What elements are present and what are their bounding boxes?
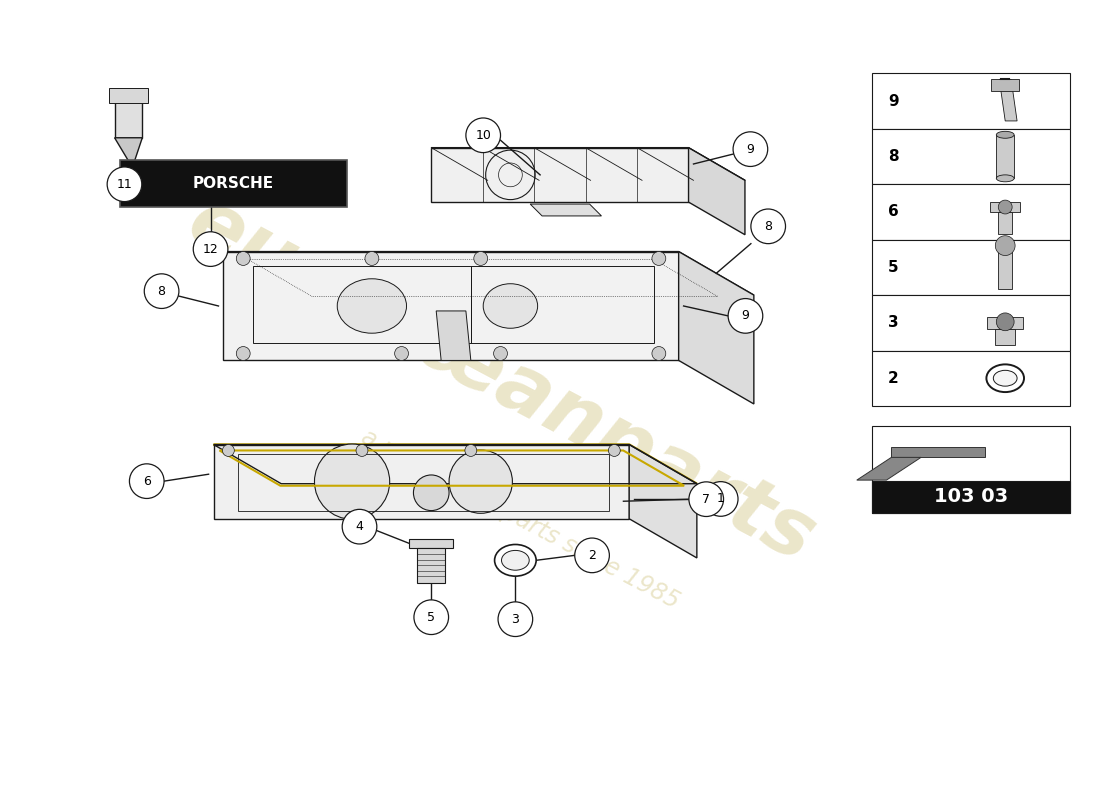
Text: 103 03: 103 03 bbox=[934, 487, 1008, 506]
Ellipse shape bbox=[997, 175, 1014, 182]
Text: 1: 1 bbox=[717, 493, 725, 506]
Polygon shape bbox=[689, 148, 745, 234]
Circle shape bbox=[414, 600, 449, 634]
Text: 4: 4 bbox=[355, 520, 363, 533]
Polygon shape bbox=[988, 317, 1023, 329]
Polygon shape bbox=[431, 148, 689, 202]
Circle shape bbox=[222, 445, 234, 457]
FancyBboxPatch shape bbox=[120, 159, 348, 207]
Polygon shape bbox=[213, 445, 697, 484]
Ellipse shape bbox=[502, 550, 529, 570]
Polygon shape bbox=[437, 311, 471, 361]
Circle shape bbox=[144, 274, 179, 309]
Ellipse shape bbox=[993, 370, 1018, 386]
Polygon shape bbox=[871, 426, 1069, 513]
Text: 6: 6 bbox=[888, 205, 899, 219]
Ellipse shape bbox=[997, 131, 1014, 138]
Polygon shape bbox=[409, 538, 453, 549]
Polygon shape bbox=[629, 445, 697, 558]
Circle shape bbox=[728, 298, 762, 334]
Polygon shape bbox=[871, 184, 1069, 240]
Text: PORSCHE: PORSCHE bbox=[192, 176, 274, 190]
Polygon shape bbox=[891, 447, 986, 458]
Polygon shape bbox=[114, 138, 142, 167]
Circle shape bbox=[315, 444, 389, 519]
Circle shape bbox=[997, 313, 1014, 330]
Polygon shape bbox=[990, 202, 1020, 212]
Text: 9: 9 bbox=[888, 94, 899, 109]
Text: 6: 6 bbox=[143, 474, 151, 488]
Text: 9: 9 bbox=[741, 310, 749, 322]
Circle shape bbox=[356, 445, 367, 457]
Polygon shape bbox=[223, 251, 754, 295]
Polygon shape bbox=[417, 549, 446, 583]
Circle shape bbox=[608, 445, 620, 457]
Text: 5: 5 bbox=[427, 610, 436, 624]
Polygon shape bbox=[114, 98, 142, 138]
Circle shape bbox=[194, 232, 228, 266]
Text: 3: 3 bbox=[888, 315, 899, 330]
Text: 9: 9 bbox=[747, 142, 755, 156]
Circle shape bbox=[465, 445, 476, 457]
Circle shape bbox=[703, 482, 738, 516]
Polygon shape bbox=[871, 481, 1069, 513]
Circle shape bbox=[689, 482, 724, 517]
Polygon shape bbox=[996, 329, 1015, 345]
Ellipse shape bbox=[495, 545, 536, 576]
Polygon shape bbox=[431, 148, 745, 180]
Text: 8: 8 bbox=[764, 220, 772, 233]
Polygon shape bbox=[679, 251, 754, 404]
Ellipse shape bbox=[987, 364, 1024, 392]
Circle shape bbox=[365, 251, 378, 266]
Circle shape bbox=[494, 346, 507, 361]
Text: 7: 7 bbox=[702, 493, 711, 506]
Text: 8: 8 bbox=[157, 285, 166, 298]
Circle shape bbox=[449, 450, 513, 514]
Circle shape bbox=[474, 251, 487, 266]
Polygon shape bbox=[991, 79, 1019, 91]
Text: 12: 12 bbox=[202, 242, 219, 255]
Circle shape bbox=[652, 251, 666, 266]
Circle shape bbox=[236, 346, 250, 361]
Circle shape bbox=[574, 538, 609, 573]
Ellipse shape bbox=[483, 284, 538, 328]
Circle shape bbox=[733, 132, 768, 166]
Polygon shape bbox=[871, 129, 1069, 184]
Circle shape bbox=[342, 510, 377, 544]
Circle shape bbox=[996, 236, 1015, 255]
Text: 8: 8 bbox=[888, 149, 899, 164]
Polygon shape bbox=[871, 240, 1069, 295]
Polygon shape bbox=[213, 445, 629, 518]
Circle shape bbox=[999, 200, 1012, 214]
Circle shape bbox=[751, 209, 785, 244]
Text: 11: 11 bbox=[117, 178, 132, 190]
Text: 10: 10 bbox=[475, 129, 491, 142]
Polygon shape bbox=[999, 212, 1012, 234]
Polygon shape bbox=[530, 204, 602, 216]
Polygon shape bbox=[109, 88, 148, 103]
Circle shape bbox=[395, 346, 408, 361]
Text: 2: 2 bbox=[588, 549, 596, 562]
Polygon shape bbox=[871, 295, 1069, 350]
Ellipse shape bbox=[338, 278, 407, 334]
Text: 3: 3 bbox=[512, 613, 519, 626]
Polygon shape bbox=[857, 458, 921, 480]
Polygon shape bbox=[999, 246, 1012, 289]
Text: europæanparts: europæanparts bbox=[174, 182, 827, 578]
Polygon shape bbox=[999, 79, 1018, 121]
Circle shape bbox=[466, 118, 500, 153]
Text: 2: 2 bbox=[888, 370, 899, 386]
Polygon shape bbox=[871, 350, 1069, 406]
Circle shape bbox=[414, 475, 449, 510]
Text: 5: 5 bbox=[888, 260, 899, 275]
Polygon shape bbox=[871, 74, 1069, 129]
Polygon shape bbox=[223, 251, 679, 361]
Circle shape bbox=[107, 167, 142, 202]
Circle shape bbox=[498, 602, 532, 637]
Circle shape bbox=[652, 346, 666, 361]
Polygon shape bbox=[997, 134, 1014, 178]
Circle shape bbox=[130, 464, 164, 498]
Text: a passion for parts since 1985: a passion for parts since 1985 bbox=[358, 424, 683, 613]
Circle shape bbox=[236, 251, 250, 266]
